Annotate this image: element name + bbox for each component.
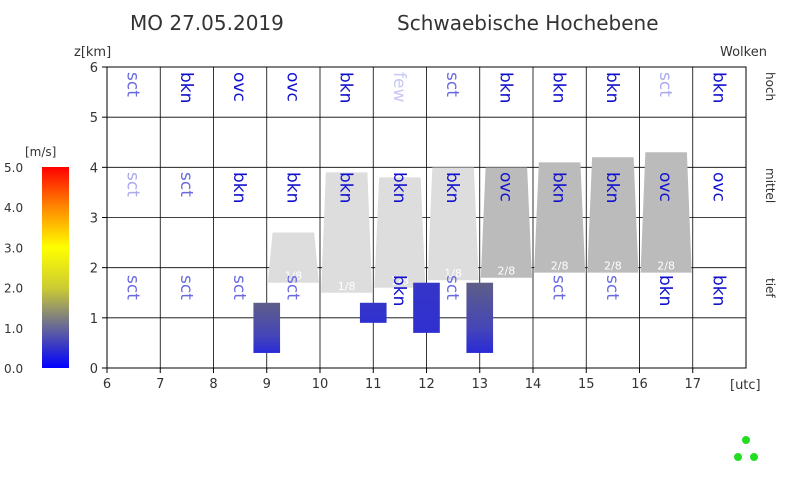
cloud-shape	[427, 167, 479, 281]
cloud-code-mid: ovc	[655, 172, 675, 202]
x-tick-label: 8	[209, 377, 217, 392]
cloud-shape	[374, 177, 426, 288]
cloud-code-low: bkn	[389, 275, 409, 306]
y-tick-label: 5	[90, 111, 98, 126]
colorbar-ticks: 0.0 1.0 2.0 3.0 4.0 5.0	[4, 161, 23, 376]
cloud-code-mid: sct	[176, 172, 196, 197]
cloud-code-mid: bkn	[282, 172, 302, 203]
wolken-label: Wolken	[720, 45, 767, 60]
convective-clouds: 1/8 1/8 1/8 1/8 2/8 2/8 2/8 2/8	[267, 152, 692, 293]
cloud-code-high: bkn	[336, 72, 356, 103]
cloud-code-low: sct	[229, 275, 249, 300]
grid	[107, 67, 746, 368]
cloud-code-high: sct	[655, 72, 675, 97]
cloud-shape	[534, 162, 586, 273]
level-label-high: hoch	[763, 72, 777, 101]
cloud-coverage-label: 1/8	[285, 270, 303, 283]
updraft-bars	[253, 282, 494, 353]
colorbar-tick-label: 5.0	[4, 161, 23, 175]
cloud-code-mid: bkn	[442, 172, 462, 203]
cloud-code-high: sct	[442, 72, 462, 97]
cloud-code-mid: bkn	[229, 172, 249, 203]
colorbar-tick-label: 0.0	[4, 362, 23, 376]
colorbar-tick-label: 3.0	[4, 241, 23, 255]
cloud-code-mid: bkn	[549, 172, 569, 203]
colorbar-tick-label: 4.0	[4, 201, 23, 215]
cloud-shape	[587, 157, 639, 273]
cloud-code-low: sct	[602, 275, 622, 300]
y-tick-label: 4	[90, 161, 98, 176]
updraft-bar	[359, 302, 387, 323]
x-tick-label: 7	[156, 377, 164, 392]
plot-area: 1/8 1/8 1/8 1/8 2/8 2/8 2/8 2/8 sct bkn ovc ovc bkn…	[90, 61, 747, 392]
y-tick-label: 1	[90, 312, 98, 327]
colorbar-unit: [m/s]	[25, 145, 56, 159]
colorbar-tick-label: 2.0	[4, 282, 23, 296]
x-tick-label: 13	[471, 377, 488, 392]
cloud-code-high: bkn	[602, 72, 622, 103]
cloud-code-low: bkn	[708, 275, 728, 306]
x-ticks: 6 7 8 9 10 11 12 13 14 15 16 17	[103, 368, 701, 392]
x-tick-label: 9	[263, 377, 271, 392]
cloud-code-mid: bkn	[602, 172, 622, 203]
cloud-code-low: sct	[282, 275, 302, 300]
cloud-code-high: bkn	[176, 72, 196, 103]
y-tick-label: 2	[90, 262, 98, 277]
x-tick-label: 14	[525, 377, 542, 392]
y-tick-label: 3	[90, 212, 98, 227]
cloud-coverage-label: 2/8	[551, 260, 569, 273]
cloud-code-high: ovc	[229, 72, 249, 102]
x-tick-label: 6	[103, 377, 111, 392]
chart-region: Schwaebische Hochebene	[397, 11, 659, 35]
cloud-coverage-label: 1/8	[391, 275, 409, 288]
cloud-shape	[480, 167, 532, 278]
updraft-bar	[466, 282, 494, 353]
cloud-code-high: ovc	[282, 72, 302, 102]
chart-date: MO 27.05.2019	[130, 11, 284, 35]
colorbar	[42, 167, 69, 368]
cloud-code-mid: ovc	[708, 172, 728, 202]
cloud-code-mid: bkn	[389, 172, 409, 203]
cloud-code-mid: sct	[123, 172, 143, 197]
cloud-coverage-label: 2/8	[498, 265, 516, 278]
cloud-code-low: sct	[549, 275, 569, 300]
x-tick-label: 12	[418, 377, 435, 392]
cloud-code-low: sct	[176, 275, 196, 300]
y-axis-label: z[km]	[74, 45, 111, 60]
cloud-code-high: bkn	[495, 72, 515, 103]
level-label-low: tief	[763, 278, 777, 298]
cloud-codes: sct bkn ovc ovc bkn few sct bkn bkn bkn sct bkn sct s…	[123, 72, 729, 306]
x-tick-label: 17	[684, 377, 701, 392]
cloud-shape	[640, 152, 692, 273]
cloud-coverage-label: 1/8	[444, 267, 462, 280]
y-ticks: 0 1 2 3 4 5 6	[90, 61, 107, 377]
cloud-code-mid: bkn	[336, 172, 356, 203]
cloud-shape	[321, 172, 373, 293]
colorbar-tick-label: 1.0	[4, 322, 23, 336]
y-tick-label: 0	[90, 362, 98, 377]
cloud-code-mid: ovc	[495, 172, 515, 202]
x-tick-label: 10	[312, 377, 329, 392]
x-tick-label: 15	[578, 377, 595, 392]
x-tick-label: 11	[365, 377, 382, 392]
updraft-bar	[253, 302, 281, 353]
cloud-code-low: bkn	[655, 275, 675, 306]
cloud-coverage-label: 2/8	[604, 260, 622, 273]
cloud-coverage-label: 1/8	[338, 280, 356, 293]
cloud-code-high: bkn	[549, 72, 569, 103]
cloud-shape	[267, 232, 319, 283]
y-tick-label: 6	[90, 61, 98, 76]
cloud-code-low: sct	[123, 275, 143, 300]
cloud-coverage-label: 2/8	[657, 260, 675, 273]
cloud-code-low: sct	[442, 275, 462, 300]
cloud-code-high: bkn	[708, 72, 728, 103]
x-tick-label: 16	[631, 377, 648, 392]
cloud-code-high: few	[389, 72, 409, 102]
x-axis-unit: [utc]	[730, 378, 761, 393]
cloud-code-high: sct	[123, 72, 143, 97]
level-label-mid: mittel	[763, 168, 777, 203]
updraft-bar	[413, 282, 440, 333]
logo-dots	[734, 436, 758, 461]
